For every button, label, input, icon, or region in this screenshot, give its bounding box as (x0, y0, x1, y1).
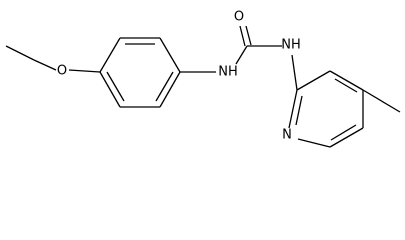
atom-label: N (282, 128, 292, 143)
atom-label: NH (281, 38, 301, 53)
atom-label: NH (218, 65, 238, 80)
bonds (5, 25, 401, 148)
atom-label: O (234, 10, 244, 25)
page: O NH O NH N (() => { const data = JSON.p… (5, 9, 401, 148)
atom-label: O (57, 64, 67, 79)
molecule-diagram: O NH O NH N (5, 10, 401, 148)
